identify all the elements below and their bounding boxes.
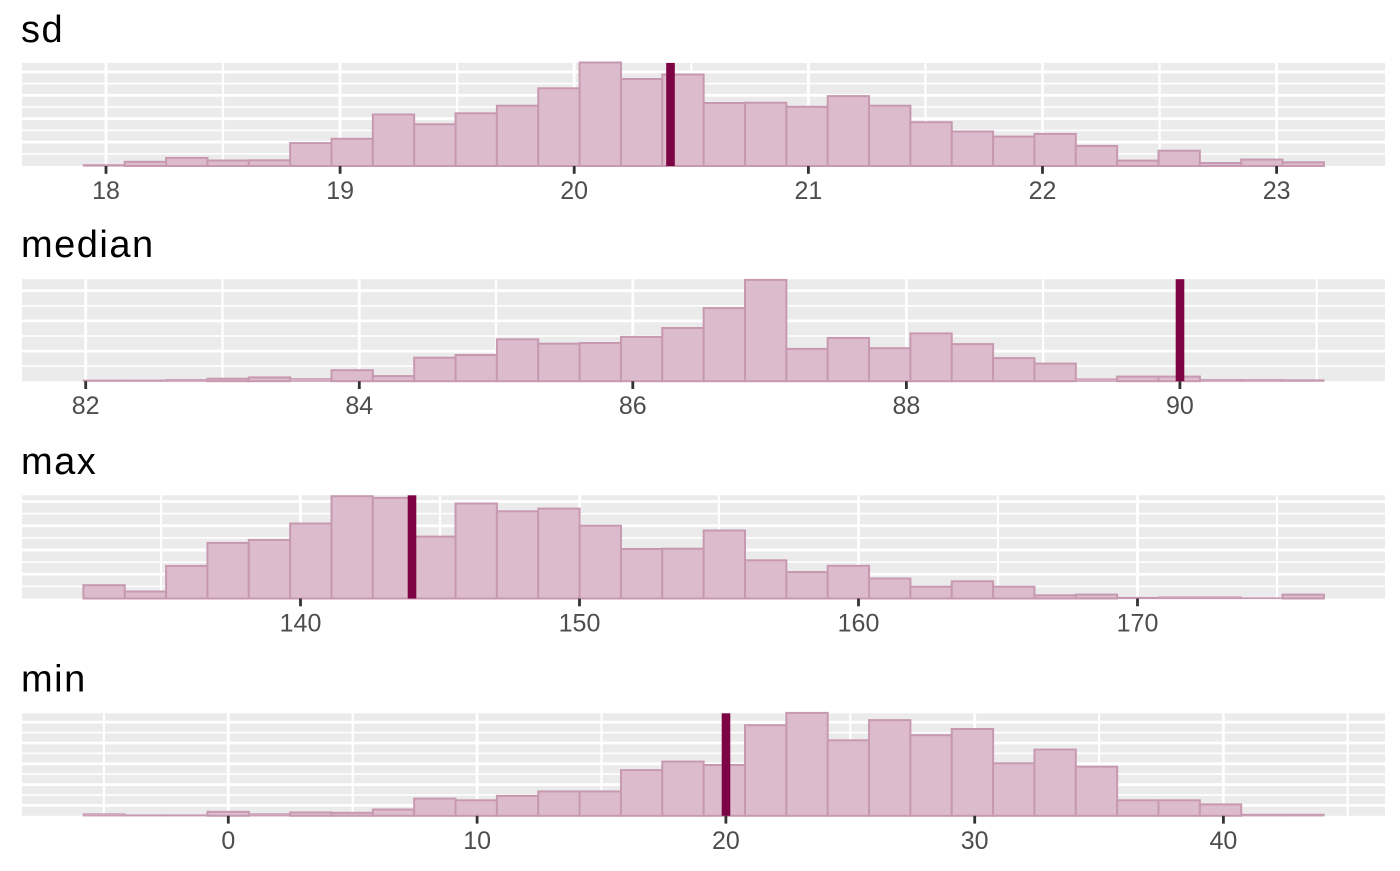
svg-text:88: 88: [892, 392, 920, 420]
svg-text:22: 22: [1029, 177, 1057, 205]
svg-text:84: 84: [345, 392, 373, 420]
svg-text:170: 170: [1117, 610, 1159, 638]
svg-text:30: 30: [961, 827, 989, 855]
svg-text:140: 140: [280, 610, 322, 638]
svg-text:sd: sd: [21, 9, 64, 51]
svg-text:max: max: [21, 441, 97, 483]
svg-text:23: 23: [1263, 177, 1291, 205]
svg-text:min: min: [21, 659, 87, 701]
svg-text:160: 160: [838, 610, 880, 638]
svg-text:0: 0: [221, 827, 235, 855]
svg-text:40: 40: [1209, 827, 1237, 855]
svg-text:90: 90: [1166, 392, 1194, 420]
svg-text:20: 20: [712, 827, 740, 855]
svg-text:82: 82: [72, 392, 100, 420]
svg-text:21: 21: [794, 177, 822, 205]
svg-text:86: 86: [619, 392, 647, 420]
svg-text:19: 19: [326, 177, 354, 205]
svg-text:10: 10: [463, 827, 491, 855]
svg-text:20: 20: [560, 177, 588, 205]
svg-text:18: 18: [92, 177, 120, 205]
svg-text:median: median: [21, 224, 155, 266]
svg-text:150: 150: [559, 610, 601, 638]
